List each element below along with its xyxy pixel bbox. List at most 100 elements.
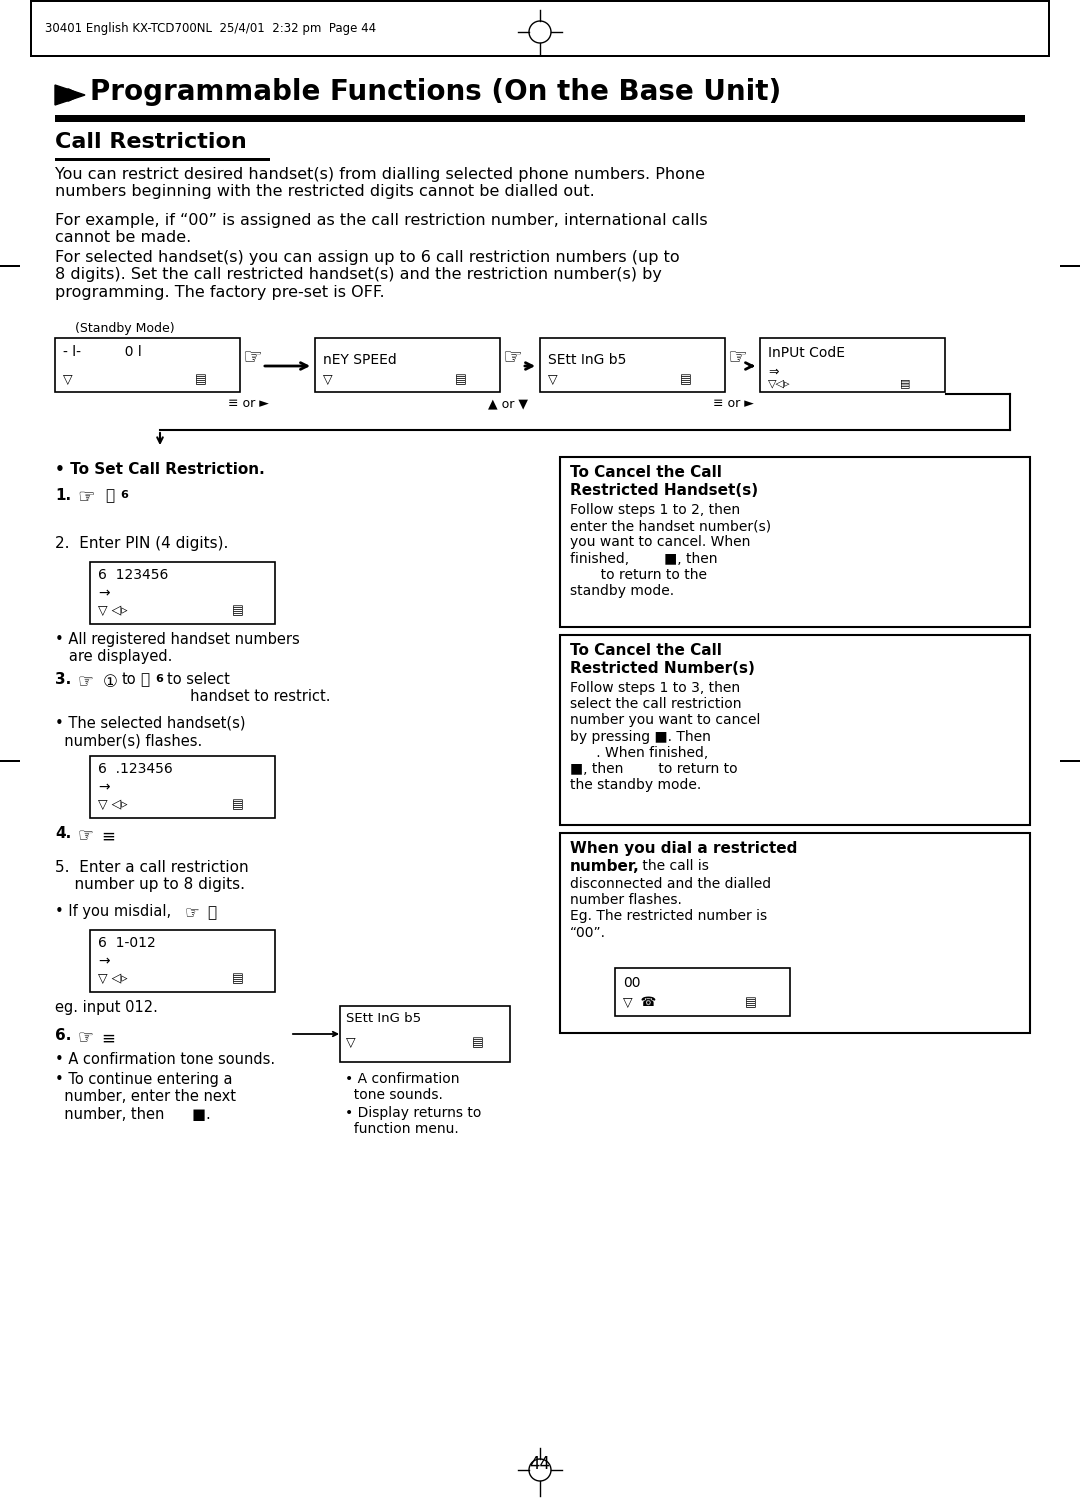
Text: For example, if “00” is assigned as the call restriction number, international c: For example, if “00” is assigned as the … [55,213,707,246]
Text: 00: 00 [623,976,640,990]
Polygon shape [55,85,85,106]
Bar [30,54,1050,57]
Text: When you dial a restricted: When you dial a restricted [570,841,797,856]
Bar [540,338,725,392]
Text: disconnected and the dialled
number flashes.
Eg. The restricted number is
“00”.: disconnected and the dialled number flas… [570,877,771,940]
Text: ≡: ≡ [102,1031,114,1047]
Bar [55,158,270,160]
Text: to select
     handset to restrict.: to select handset to restrict. [167,672,330,705]
Bar [55,338,240,392]
Text: Ⓢ: Ⓢ [207,905,216,920]
Text: • To continue entering a
  number, enter the next
  number, then      ■.: • To continue entering a number, enter t… [55,1071,237,1121]
Text: ▤: ▤ [680,373,692,386]
Text: 6: 6 [156,675,163,684]
Text: Call Restriction: Call Restriction [55,131,246,152]
Bar [1059,761,1080,762]
Text: Follow steps 1 to 3, then
select the call restriction
number you want to cancel
: Follow steps 1 to 3, then select the cal… [570,681,760,792]
Text: ▽ ◁▹: ▽ ◁▹ [98,604,127,617]
Text: • A confirmation
  tone sounds.: • A confirmation tone sounds. [345,1071,459,1102]
Bar [615,967,789,1016]
Text: Ⓜ: Ⓜ [140,672,149,687]
Text: ▤: ▤ [232,604,244,617]
Text: • If you misdial,: • If you misdial, [55,904,171,919]
Text: eg. input 012.: eg. input 012. [55,1000,158,1016]
Text: the call is: the call is [638,859,708,874]
Text: ▤: ▤ [195,373,206,386]
Text: Programmable Functions (On the Base Unit): Programmable Functions (On the Base Unit… [90,78,781,106]
Text: ☞: ☞ [185,904,200,922]
Text: ▽: ▽ [323,373,333,386]
Text: ▽◁▹: ▽◁▹ [768,377,791,388]
Text: 30401 English KX-TCD700NL  25/4/01  2:32 pm  Page 44: 30401 English KX-TCD700NL 25/4/01 2:32 p… [45,23,376,35]
Text: ▤: ▤ [472,1037,484,1049]
Bar [90,930,275,991]
Text: ☞: ☞ [77,825,93,844]
Bar [561,833,1030,1034]
Bar [55,115,1025,122]
Text: ≡ or ►: ≡ or ► [713,397,754,410]
Text: For selected handset(s) you can assign up to 6 call restriction numbers (up to
8: For selected handset(s) you can assign u… [55,250,679,300]
Bar [760,338,945,392]
Text: Restricted Handset(s): Restricted Handset(s) [570,483,758,498]
Text: ☞: ☞ [77,1028,93,1046]
Bar [561,457,1030,628]
Text: ▽ ◁▹: ▽ ◁▹ [98,972,127,985]
Text: ▤: ▤ [745,996,757,1010]
Text: ▽: ▽ [548,373,557,386]
Text: ▲ or ▼: ▲ or ▼ [488,397,528,410]
Bar [30,0,1050,2]
Text: SEtt InG b5: SEtt InG b5 [548,353,626,367]
Text: 6: 6 [120,490,127,499]
Text: 6  123456: 6 123456 [98,567,168,582]
Bar [340,1007,510,1062]
Text: ≡ or ►: ≡ or ► [228,397,269,410]
Text: ①: ① [103,673,118,691]
Text: • All registered handset numbers
   are displayed.: • All registered handset numbers are dis… [55,632,300,664]
Text: ▽: ▽ [346,1037,355,1049]
Bar [1048,0,1050,57]
Bar [90,756,275,818]
Text: 44: 44 [529,1455,551,1473]
Text: ▽ ◁▹: ▽ ◁▹ [98,798,127,810]
Text: • A confirmation tone sounds.: • A confirmation tone sounds. [55,1052,275,1067]
Text: ▽  ☎: ▽ ☎ [623,996,657,1010]
Bar [0,761,21,762]
Bar [315,338,500,392]
Text: 2.  Enter PIN (4 digits).: 2. Enter PIN (4 digits). [55,536,228,551]
Text: 6  1-012: 6 1-012 [98,936,156,951]
Text: ☞: ☞ [502,349,522,368]
Text: - l-          0 l: - l- 0 l [63,346,141,359]
Text: • To Set Call Restriction.: • To Set Call Restriction. [55,462,265,477]
Text: nEY SPEEd: nEY SPEEd [323,353,396,367]
Text: ⇒: ⇒ [768,367,779,379]
Text: →: → [98,585,110,601]
Text: 6.: 6. [55,1028,71,1043]
Bar [0,266,21,267]
Text: ▤: ▤ [232,798,244,810]
Text: ☞: ☞ [77,672,93,690]
Text: SEtt InG b5: SEtt InG b5 [346,1013,421,1025]
Text: • Display returns to
  function menu.: • Display returns to function menu. [345,1106,482,1136]
Text: ▽: ▽ [63,373,72,386]
Text: ≡: ≡ [102,828,114,847]
Text: ▤: ▤ [455,373,467,386]
Text: ☞: ☞ [242,349,262,368]
Bar [30,0,32,57]
Text: ☞: ☞ [77,487,95,507]
Text: Follow steps 1 to 2, then
enter the handset number(s)
you want to cancel. When
f: Follow steps 1 to 2, then enter the hand… [570,502,771,598]
Text: You can restrict desired handset(s) from dialling selected phone numbers. Phone
: You can restrict desired handset(s) from… [55,167,705,199]
Text: To Cancel the Call: To Cancel the Call [570,465,721,480]
Text: ▤: ▤ [232,972,244,985]
Bar [1059,266,1080,267]
Text: 6  .123456: 6 .123456 [98,762,173,776]
Text: 3.: 3. [55,672,71,687]
Text: number,: number, [570,859,639,874]
Text: ☞: ☞ [727,349,747,368]
Text: 4.: 4. [55,825,71,841]
Text: 1.: 1. [55,487,71,502]
Text: ▤: ▤ [900,377,910,388]
Text: to: to [122,672,137,687]
Text: Ⓜ: Ⓜ [105,487,114,502]
Text: InPUt CodE: InPUt CodE [768,346,845,361]
Bar [90,561,275,625]
